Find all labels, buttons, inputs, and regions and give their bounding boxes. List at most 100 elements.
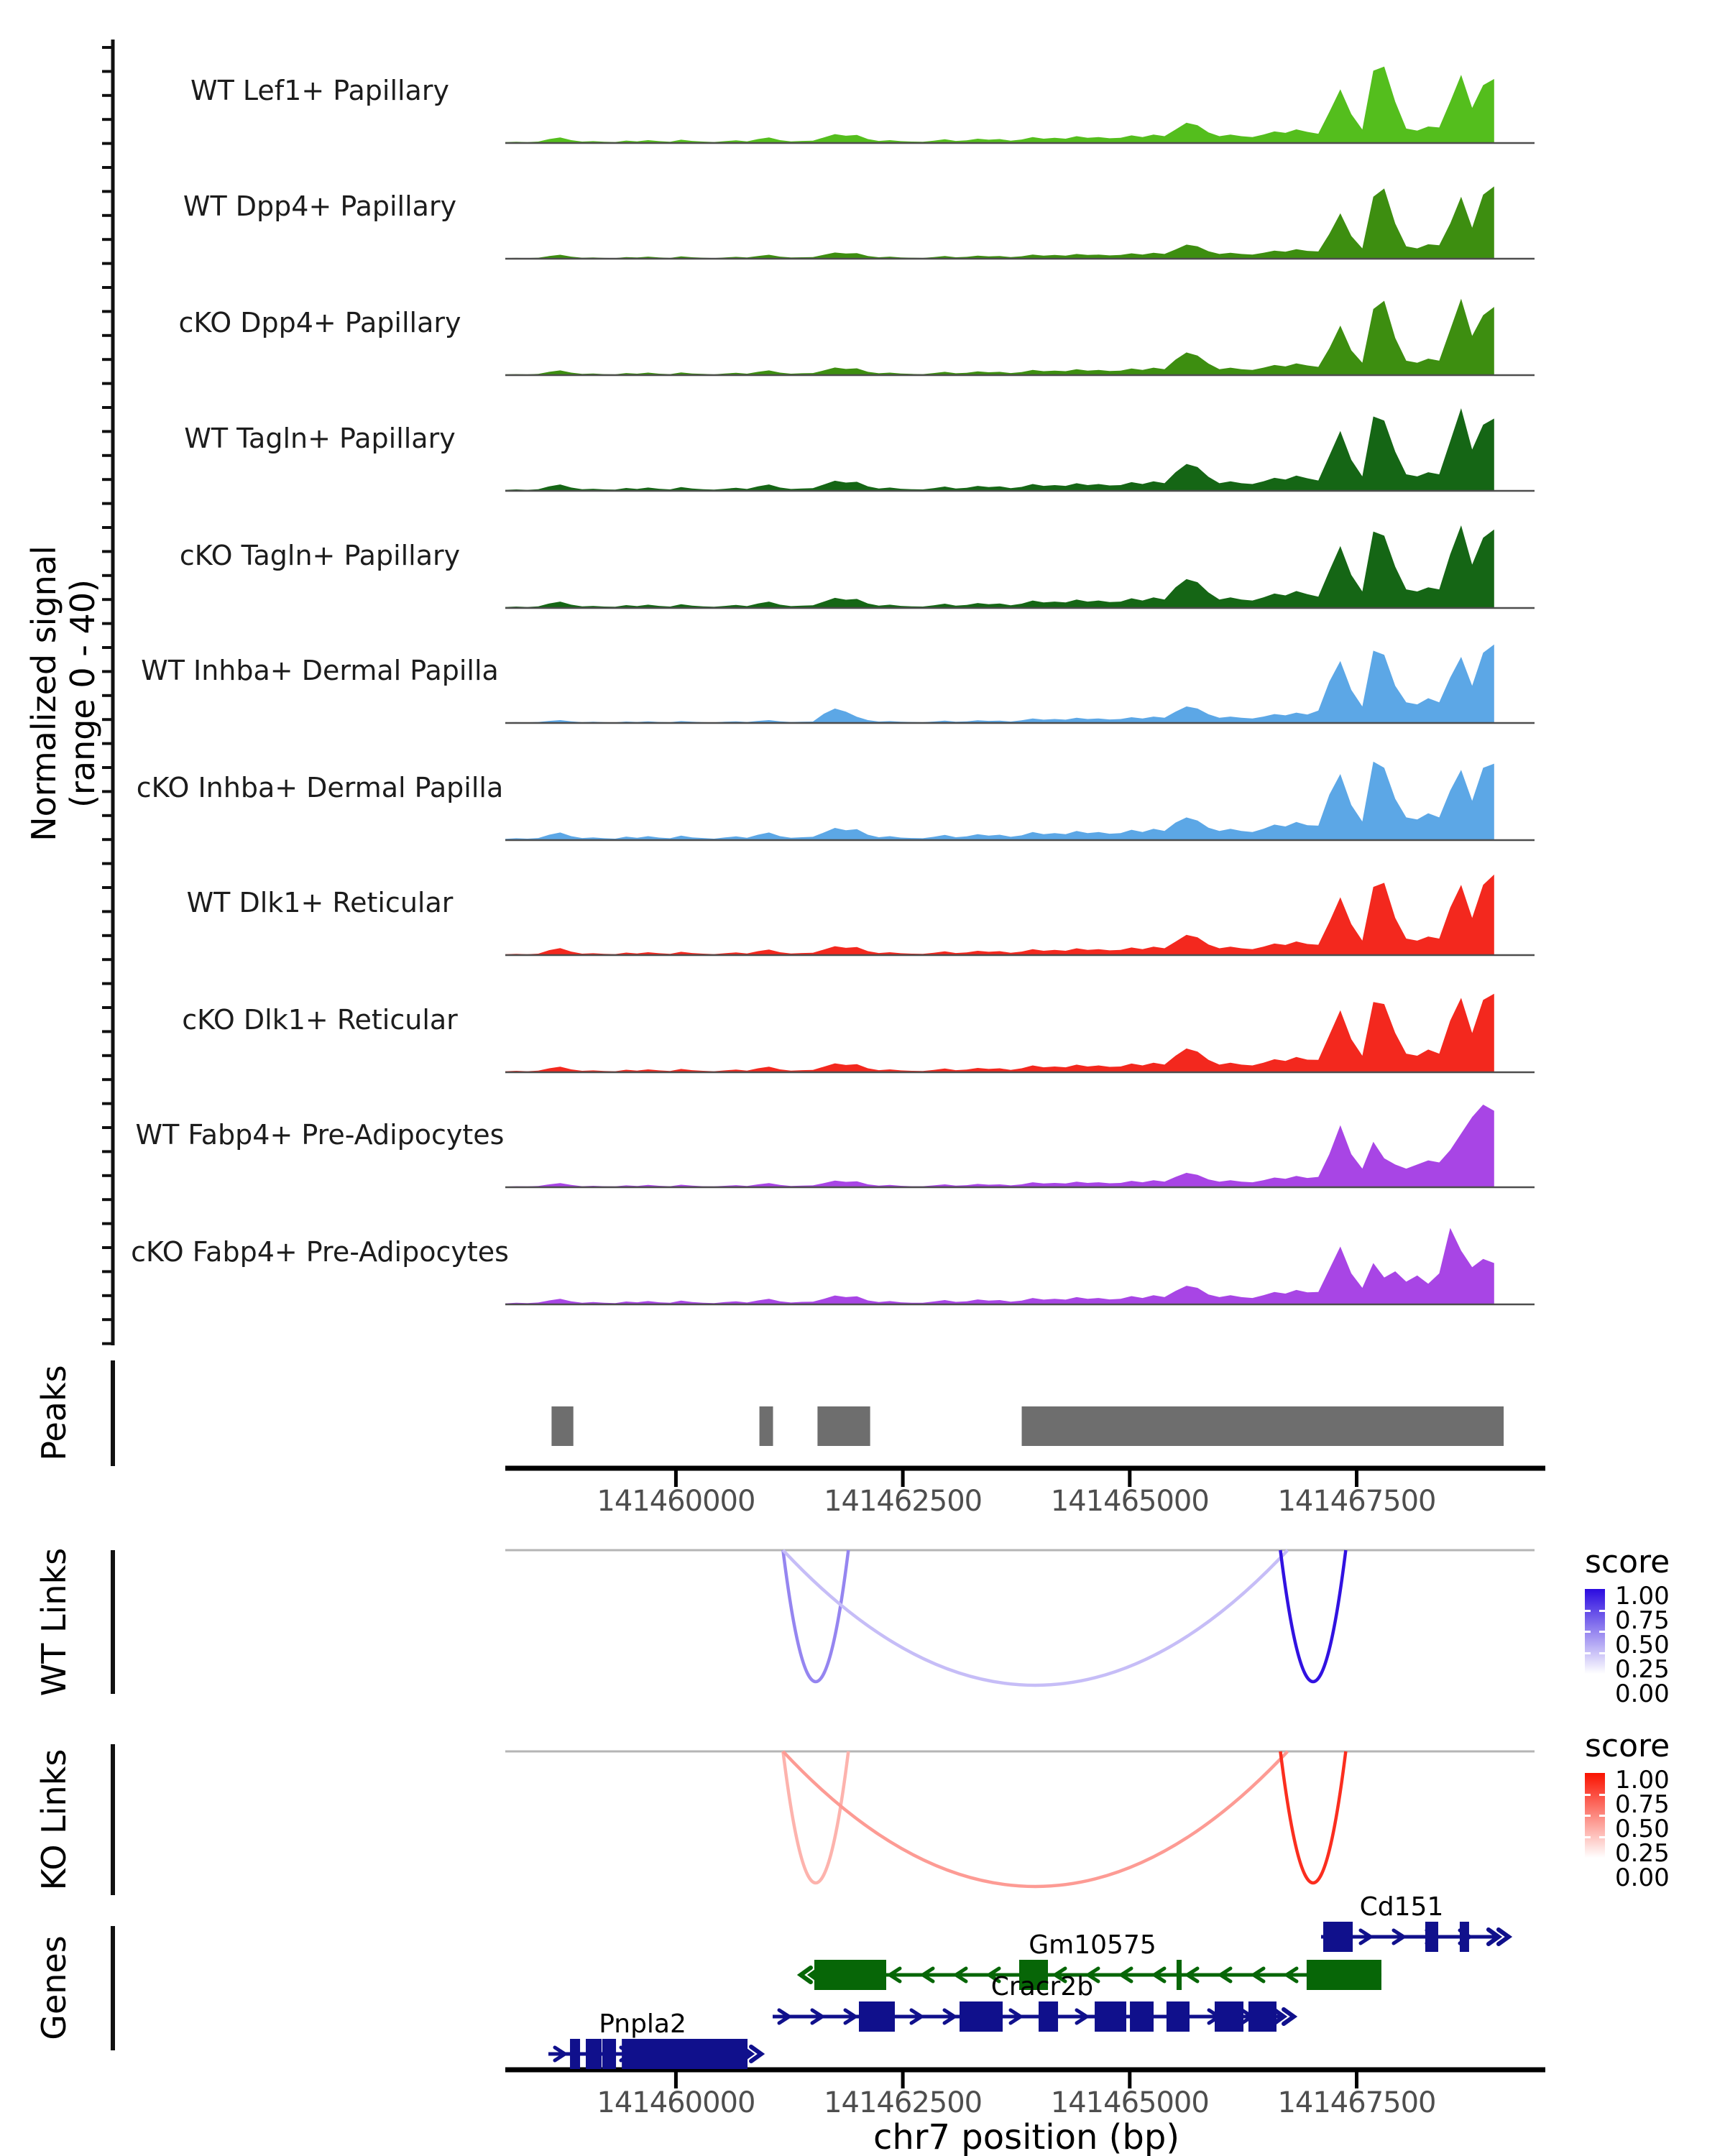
gene-strand-arrow <box>1283 1966 1299 1984</box>
ko-score-colorbar <box>1585 1773 1605 1858</box>
gene-strand-arrow <box>909 2008 925 2025</box>
gene-exon-Cracr2b <box>1130 2001 1154 2032</box>
coverage-area-7 <box>505 874 1494 955</box>
track-label-10: cKO Fabp4+ Pre-Adipocytes <box>131 1236 509 1268</box>
track-label-3: WT Tagln+ Papillary <box>184 423 456 454</box>
legend-tick-label: 0.75 <box>1615 1790 1670 1819</box>
legend-tick-label: 0.75 <box>1615 1606 1670 1635</box>
coverage-area-6 <box>505 761 1494 840</box>
coverage-area-0 <box>505 66 1494 143</box>
gene-end-arrow <box>1496 1927 1513 1946</box>
genome-tick-label: 141465000 <box>1050 1485 1210 1518</box>
coverage-area-1 <box>505 186 1494 259</box>
gene-exon-Cd151 <box>1425 1922 1439 1952</box>
gene-strand-arrow <box>777 2008 793 2025</box>
peak-region-1 <box>759 1406 773 1446</box>
track-label-4: cKO Tagln+ Papillary <box>179 540 461 571</box>
colorbar-tick <box>1599 1631 1605 1633</box>
gene-exon-Pnpla2 <box>570 2039 581 2069</box>
wt-link-arc-0 <box>781 1549 850 1683</box>
gene-strand-arrow <box>919 1966 935 1984</box>
ko-legend-title: score <box>1585 1728 1670 1764</box>
genome-tick-label: 141467500 <box>1277 1485 1436 1518</box>
gene-exon-Cracr2b <box>1214 2001 1244 2032</box>
ko-legend-ticks: 1.00 0.75 0.50 0.25 0.00 <box>1615 1768 1670 1890</box>
gene-end-arrow <box>749 2045 765 2063</box>
gene-strand-arrow <box>1052 1966 1067 1984</box>
gene-strand-arrow <box>1008 2008 1024 2025</box>
gene-name-Gm10575: Gm10575 <box>1029 1930 1156 1960</box>
track-label-7: WT Dlk1+ Reticular <box>186 887 454 918</box>
ko-link-arc-0 <box>781 1751 850 1884</box>
colorbar-tick <box>1585 1835 1591 1838</box>
gene-exon-Gm10575 <box>1176 1960 1182 1990</box>
gene-exon-Cracr2b <box>1248 2001 1276 2032</box>
coverage-area-2 <box>505 298 1494 375</box>
gene-strand-arrow <box>1151 1966 1167 1984</box>
gene-strand-arrow <box>553 2045 569 2063</box>
gene-strand-arrow <box>886 1966 902 1984</box>
track-label-8: cKO Dlk1+ Reticular <box>182 1004 458 1036</box>
wt-links-panel-label: WT Links <box>34 1547 73 1697</box>
wt-link-arc-1 <box>781 1549 1289 1687</box>
gene-exon-Cd151 <box>1459 1922 1469 1952</box>
gene-exon-Cracr2b <box>1039 2001 1059 2032</box>
legend-tick-label: 0.00 <box>1615 1680 1670 1708</box>
genome-tick-label: 141460000 <box>597 2086 755 2119</box>
gene-end-arrow <box>1271 2007 1288 2026</box>
wt-legend-title: score <box>1585 1544 1670 1580</box>
wt-score-colorbar <box>1585 1589 1605 1674</box>
ko-link-arc-2 <box>1279 1751 1348 1884</box>
colorbar-tick <box>1599 1835 1605 1838</box>
gene-name-Cd151: Cd151 <box>1360 1892 1444 1922</box>
legend-tick-label: 0.00 <box>1615 1864 1670 1892</box>
coverage-area-5 <box>505 644 1494 723</box>
gene-exon-Pnpla2 <box>586 2039 602 2069</box>
genome-tick-label: 141460000 <box>597 1485 755 1518</box>
gene-end-arrow <box>796 1966 813 1984</box>
track-label-0: WT Lef1+ Papillary <box>190 75 449 106</box>
gene-end-arrow <box>1486 1927 1503 1946</box>
gene-exon-Gm10575 <box>814 1960 886 1990</box>
genome-tick-label: 141462500 <box>824 1485 983 1518</box>
track-label-2: cKO Dpp4+ Papillary <box>178 307 461 338</box>
genome-tick-label: 141462500 <box>824 2086 983 2119</box>
colorbar-tick <box>1599 1793 1605 1796</box>
legend-tick-label: 0.25 <box>1615 1655 1670 1684</box>
gene-strand-arrow <box>1085 1966 1100 1984</box>
colorbar-tick <box>1585 1815 1591 1817</box>
gene-exon-Cracr2b <box>960 2001 1003 2032</box>
gene-name-Pnpla2: Pnpla2 <box>599 2009 686 2039</box>
x-axis-title: chr7 position (bp) <box>873 2117 1180 2156</box>
genome-tick-label: 141465000 <box>1050 2086 1210 2119</box>
peak-region-2 <box>817 1406 870 1446</box>
legend-tick-label: 0.50 <box>1615 1815 1670 1843</box>
gene-strand-arrow <box>1250 1966 1266 1984</box>
signal-axis-label: Normalized signal (range 0 - 40) <box>24 545 102 842</box>
colorbar-tick <box>1599 1609 1605 1612</box>
wt-legend-ticks: 1.00 0.75 0.50 0.25 0.00 <box>1615 1584 1670 1706</box>
gene-exon-Cracr2b <box>1095 2001 1126 2032</box>
colorbar-tick <box>1585 1631 1591 1633</box>
coverage-area-9 <box>505 1105 1494 1187</box>
gene-exon-Gm10575 <box>1018 1960 1049 1990</box>
gene-exon-Pnpla2 <box>602 2039 617 2069</box>
gene-strand-arrow <box>985 1966 1001 1984</box>
gene-exon-Cracr2b <box>1166 2001 1190 2032</box>
peak-region-0 <box>551 1406 574 1446</box>
track-label-6: cKO Inhba+ Dermal Papilla <box>136 772 504 803</box>
ko-link-arc-1 <box>781 1750 1289 1889</box>
legend-tick-label: 0.50 <box>1615 1631 1670 1659</box>
gene-strand-arrow <box>1217 1966 1233 1984</box>
gene-strand-arrow <box>810 2008 826 2025</box>
gene-exon-Pnpla2 <box>622 2039 748 2069</box>
gene-name-Cracr2b: Cracr2b <box>991 1972 1093 2001</box>
gene-strand-arrow <box>1392 1928 1407 1945</box>
genes-panel-label: Genes <box>34 1935 73 2040</box>
colorbar-tick <box>1585 1609 1591 1612</box>
gene-strand-arrow <box>1358 1928 1374 1945</box>
gene-strand-arrow <box>1184 1966 1200 1984</box>
gene-exon-Cd151 <box>1323 1922 1353 1952</box>
